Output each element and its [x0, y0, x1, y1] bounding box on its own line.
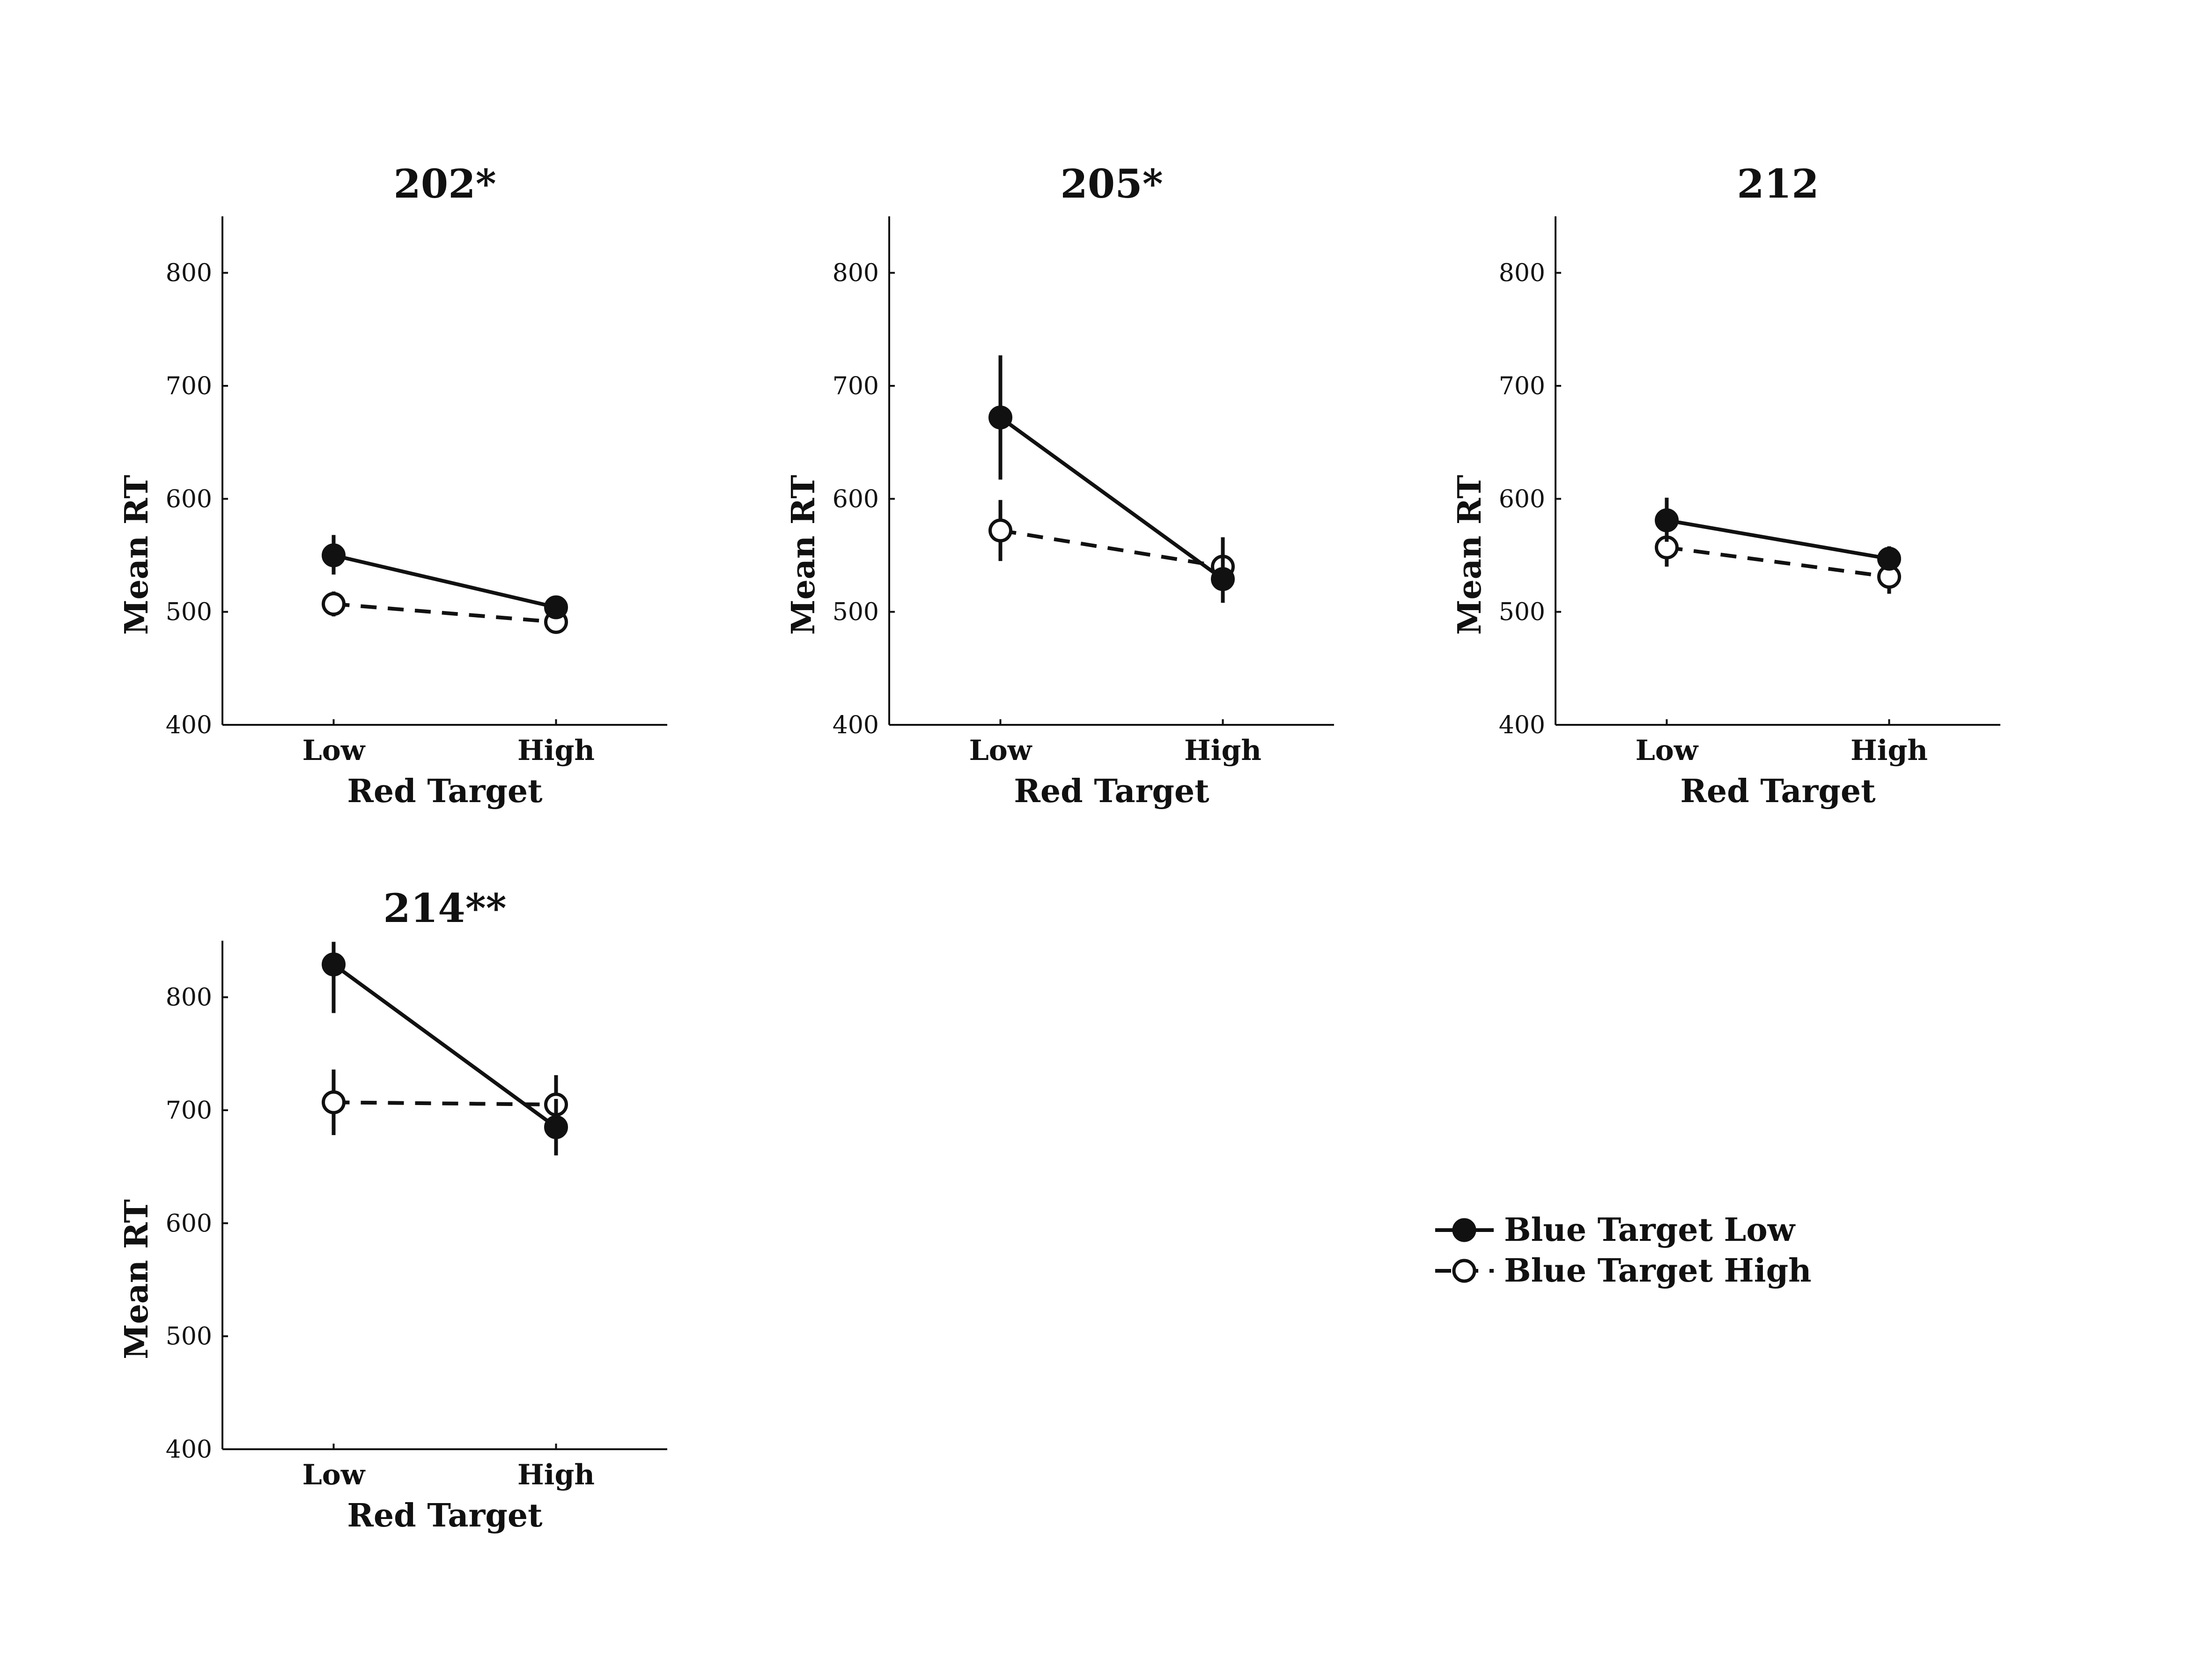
y-axis-label: Mean RT	[118, 475, 155, 635]
series-blue-target-low	[1655, 497, 1901, 571]
panel-title: 214**	[383, 885, 506, 931]
x-tick-label-high: High	[517, 1459, 595, 1491]
data-point-blue-target-high-low	[322, 1090, 346, 1114]
data-point-blue-target-low-high	[1877, 546, 1901, 571]
y-tick-label: 600	[833, 485, 879, 513]
data-point-blue-target-low-low	[1655, 508, 1679, 532]
series-line-blue-target-high	[1000, 528, 1224, 569]
y-axis-label: Mean RT	[118, 1199, 155, 1359]
x-tick-label-high: High	[1184, 734, 1261, 767]
data-point-blue-target-low-high	[1211, 567, 1235, 591]
y-axis-label: Mean RT	[785, 475, 822, 635]
chart-panel-212: 400 500 600 700 800 Low High 212 Red Target Mean …	[1451, 161, 2000, 810]
panel-title: 212	[1737, 161, 1819, 207]
legend-label-blue-target-high: Blue Target High	[1504, 1252, 1812, 1290]
series-blue-target-high	[1655, 528, 1901, 594]
x-tick-label-high: High	[517, 734, 595, 767]
data-point-blue-target-low-low	[988, 406, 1012, 430]
y-tick-label: 700	[833, 372, 879, 400]
y-tick-label: 600	[166, 485, 212, 513]
data-point-blue-target-low-low	[322, 543, 346, 568]
data-point-blue-target-high-low	[322, 592, 346, 616]
chart-panel-214: 400 500 600 700 800 Low High 214** Red Target Mea…	[118, 885, 667, 1534]
y-tick-label: 700	[1499, 372, 1545, 400]
panel-title: 205*	[1060, 161, 1163, 207]
chart-panel-205: 400 500 600 700 800 Low High 205* Red Target Mean…	[785, 161, 1334, 810]
y-tick-label: 700	[166, 1097, 212, 1125]
x-tick-label-low: Low	[1636, 734, 1699, 767]
y-tick-label: 400	[166, 711, 212, 739]
y-tick-label: 800	[1499, 259, 1545, 288]
series-blue-target-low	[322, 535, 568, 619]
legend: Blue Target Low Blue Target High	[1435, 1211, 1812, 1290]
legend-marker-open-circle	[1452, 1259, 1476, 1283]
legend-marker-filled-circle	[1452, 1218, 1476, 1242]
x-tick-label-low: Low	[969, 734, 1032, 767]
y-tick-label: 800	[166, 259, 212, 288]
x-axis-label: Red Target	[1014, 773, 1209, 810]
series-line-blue-target-high	[1666, 546, 1890, 579]
y-tick-label: 400	[1499, 711, 1545, 739]
series-line-blue-target-low	[332, 963, 557, 1129]
chart-panel-202: 400 500 600 700 800 Low High 202* Red Target Mean…	[118, 161, 667, 810]
series-line-blue-target-low	[1666, 518, 1890, 561]
panels-group: 400 500 600 700 800 Low High 202* Red Target Mean…	[118, 161, 2000, 1534]
y-tick-label: 400	[833, 711, 879, 739]
y-tick-label: 500	[166, 1323, 212, 1351]
y-tick-label: 600	[166, 1209, 212, 1238]
x-tick-label-high: High	[1851, 734, 1928, 767]
y-tick-label: 500	[166, 598, 212, 627]
y-axis-label: Mean RT	[1451, 475, 1489, 635]
y-tick-label: 500	[833, 598, 879, 627]
series-blue-target-low	[988, 355, 1235, 603]
y-tick-label: 400	[166, 1436, 212, 1464]
y-tick-label: 800	[833, 259, 879, 288]
data-point-blue-target-low-low	[322, 952, 346, 977]
data-point-blue-target-low-high	[544, 1115, 568, 1139]
panel-title: 202*	[393, 161, 496, 207]
data-point-blue-target-low-high	[544, 595, 568, 619]
series-line-blue-target-low	[999, 416, 1224, 581]
x-tick-label-low: Low	[302, 734, 366, 767]
x-axis-label: Red Target	[1680, 773, 1876, 810]
x-tick-label-low: Low	[302, 1459, 366, 1491]
data-point-blue-target-high-low	[988, 518, 1012, 543]
series-line-blue-target-low	[333, 553, 557, 609]
x-axis-label: Red Target	[347, 1497, 543, 1534]
series-line-blue-target-high	[333, 1100, 556, 1106]
y-tick-label: 600	[1499, 485, 1545, 513]
legend-label-blue-target-low: Blue Target Low	[1504, 1211, 1796, 1249]
x-axis-label: Red Target	[347, 773, 543, 810]
y-tick-label: 500	[1499, 598, 1545, 627]
series-line-blue-target-high	[333, 602, 556, 624]
y-tick-label: 800	[166, 984, 212, 1012]
y-tick-label: 700	[166, 372, 212, 400]
series-blue-target-low	[322, 942, 568, 1156]
